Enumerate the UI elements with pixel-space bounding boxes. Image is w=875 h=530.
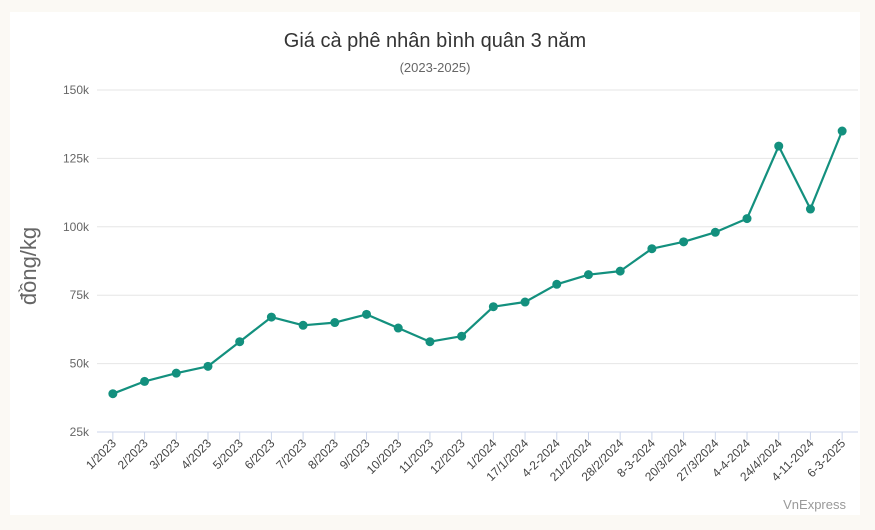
data-point[interactable] bbox=[837, 126, 847, 136]
x-tick-label: 12/2023 bbox=[427, 436, 468, 477]
x-tick-label: 7/2023 bbox=[273, 436, 309, 472]
y-axis-label: đồng/kg bbox=[16, 227, 41, 305]
chart-card: Giá cà phê nhân bình quân 3 năm (2023-20… bbox=[10, 12, 860, 515]
data-point[interactable] bbox=[679, 237, 689, 247]
line-chart: Giá cà phê nhân bình quân 3 năm (2023-20… bbox=[16, 30, 858, 512]
data-point[interactable] bbox=[583, 270, 593, 280]
x-tick-label: 3/2023 bbox=[147, 436, 183, 472]
data-point[interactable] bbox=[362, 309, 372, 319]
data-point[interactable] bbox=[393, 323, 403, 333]
x-tick-label: 6/2023 bbox=[242, 436, 278, 472]
data-point[interactable] bbox=[647, 244, 657, 254]
data-point[interactable] bbox=[425, 337, 435, 347]
data-point[interactable] bbox=[203, 361, 213, 371]
x-tick-label: 1/2023 bbox=[83, 436, 119, 472]
x-tick-label: 10/2023 bbox=[364, 436, 405, 477]
x-tick-label: 2/2023 bbox=[115, 436, 151, 472]
y-tick-label: 100k bbox=[63, 220, 90, 234]
y-axis-ticks: 25k 50k 75k 100k 125k 150k bbox=[63, 83, 90, 439]
data-point[interactable] bbox=[615, 266, 625, 276]
y-tick-label: 75k bbox=[70, 288, 90, 302]
data-point[interactable] bbox=[298, 320, 308, 330]
x-tick-label: 5/2023 bbox=[210, 436, 246, 472]
grid-lines bbox=[97, 89, 858, 433]
data-point[interactable] bbox=[330, 318, 340, 328]
data-point[interactable] bbox=[742, 214, 752, 224]
data-point[interactable] bbox=[520, 297, 530, 307]
y-tick-label: 150k bbox=[63, 83, 90, 97]
data-point[interactable] bbox=[488, 302, 498, 312]
x-tick-label: 8/2023 bbox=[305, 436, 341, 472]
series-line bbox=[112, 130, 844, 395]
chart-title: Giá cà phê nhân bình quân 3 năm bbox=[284, 30, 586, 52]
data-point[interactable] bbox=[552, 279, 562, 289]
y-tick-label: 50k bbox=[70, 357, 90, 371]
y-tick-label: 25k bbox=[70, 425, 90, 439]
data-point[interactable] bbox=[710, 227, 720, 237]
data-point[interactable] bbox=[266, 312, 276, 322]
data-point[interactable] bbox=[457, 331, 467, 341]
data-point[interactable] bbox=[171, 368, 181, 378]
credit-text: VnExpress bbox=[783, 497, 846, 512]
data-point[interactable] bbox=[774, 141, 784, 151]
data-point[interactable] bbox=[140, 376, 150, 386]
y-tick-label: 125k bbox=[63, 151, 90, 165]
x-axis-ticks: 1/20232/20233/20234/20235/20236/20237/20… bbox=[83, 432, 848, 484]
data-point[interactable] bbox=[805, 204, 815, 214]
x-tick-label: 4/2023 bbox=[178, 436, 214, 472]
data-point[interactable] bbox=[108, 389, 118, 399]
chart-subtitle: (2023-2025) bbox=[400, 60, 471, 75]
data-point[interactable] bbox=[235, 337, 245, 347]
series-group bbox=[108, 126, 847, 399]
